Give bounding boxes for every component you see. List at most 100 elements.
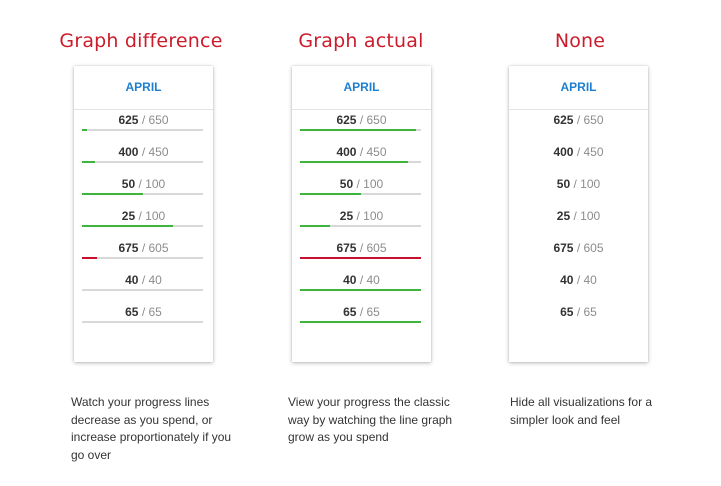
separator: / (356, 145, 367, 159)
progress-fill (82, 129, 87, 131)
budget-amount: 65 (366, 305, 380, 319)
separator: / (573, 273, 584, 287)
separator: / (573, 145, 584, 159)
spent-amount: 65 (343, 305, 357, 319)
budget-row[interactable]: 65 / 65 (509, 278, 648, 319)
budget-amount: 100 (363, 209, 384, 223)
spent-amount: 50 (339, 177, 354, 191)
separator: / (570, 177, 581, 191)
budget-row[interactable]: 400 / 450 (509, 118, 648, 159)
separator: / (138, 241, 149, 255)
budget-row[interactable]: 65 / 65 (292, 278, 431, 323)
budget-amount: 605 (148, 241, 169, 255)
budget-amount: 100 (580, 177, 601, 191)
budget-amounts: 625 / 650 (292, 113, 431, 127)
budget-row[interactable]: 50 / 100 (74, 150, 213, 195)
progress-track (300, 321, 421, 323)
separator: / (573, 305, 584, 319)
budget-amount: 650 (148, 113, 169, 127)
spent-amount: 400 (336, 145, 357, 159)
column-title-graph-actual: Graph actual (298, 30, 424, 52)
spent-amount: 25 (121, 209, 136, 223)
separator: / (135, 209, 146, 223)
budget-amounts: 50 / 100 (292, 177, 431, 191)
spent-amount: 400 (118, 145, 139, 159)
column-title-graph-difference: Graph difference (59, 30, 223, 52)
separator: / (570, 209, 581, 223)
budget-amount: 450 (366, 145, 387, 159)
budget-row[interactable]: 400 / 450 (292, 118, 431, 163)
budget-amount: 65 (148, 305, 162, 319)
budget-row[interactable]: 50 / 100 (292, 150, 431, 195)
progress-fill (82, 257, 97, 259)
budget-row[interactable]: 65 / 65 (74, 278, 213, 323)
budget-amounts: 25 / 100 (292, 209, 431, 223)
budget-row[interactable]: 25 / 100 (292, 182, 431, 227)
budget-card-graph-actual: APRIL 625 / 650 400 / 450 50 / 100 25 / 100… (292, 66, 431, 362)
progress-fill (82, 225, 173, 227)
budget-amount: 450 (148, 145, 169, 159)
spent-amount: 25 (556, 209, 571, 223)
budget-row[interactable]: 675 / 605 (292, 214, 431, 259)
budget-row[interactable]: 40 / 40 (509, 246, 648, 287)
separator: / (138, 145, 149, 159)
separator: / (138, 305, 149, 319)
budget-row[interactable]: 625 / 650 (74, 86, 213, 131)
budget-amount: 450 (583, 145, 604, 159)
budget-amount: 65 (583, 305, 597, 319)
budget-row[interactable]: 25 / 100 (509, 182, 648, 223)
budget-amounts: 50 / 100 (509, 177, 648, 191)
description-none: Hide all visualizations for a simpler lo… (510, 395, 653, 427)
budget-amounts: 65 / 65 (509, 305, 648, 319)
progress-track (82, 257, 203, 259)
budget-amounts: 40 / 40 (292, 273, 431, 287)
budget-amount: 605 (366, 241, 387, 255)
separator: / (573, 113, 584, 127)
column-title-none: None (554, 30, 606, 52)
separator: / (573, 241, 584, 255)
budget-amounts: 675 / 605 (74, 241, 213, 255)
progress-track (300, 289, 421, 291)
progress-track (82, 161, 203, 163)
budget-amounts: 400 / 450 (509, 145, 648, 159)
budget-amounts: 25 / 100 (509, 209, 648, 223)
budget-amount: 40 (366, 273, 380, 287)
spent-amount: 25 (339, 209, 354, 223)
card-header: APRIL (292, 66, 431, 110)
budget-amounts: 400 / 450 (74, 145, 213, 159)
month-label: APRIL (560, 80, 597, 94)
budget-amounts: 625 / 650 (74, 113, 213, 127)
budget-row[interactable]: 625 / 650 (292, 86, 431, 131)
spent-amount: 65 (560, 305, 574, 319)
spent-amount: 40 (125, 273, 139, 287)
spent-amount: 40 (560, 273, 574, 287)
budget-row[interactable]: 625 / 650 (509, 86, 648, 127)
budget-card-none: APRIL 625 / 650 400 / 450 50 / 100 25 / 100… (509, 66, 648, 362)
budget-row[interactable]: 50 / 100 (509, 150, 648, 191)
progress-track (82, 129, 203, 131)
budget-amount: 100 (580, 209, 601, 223)
budget-row[interactable]: 400 / 450 (74, 118, 213, 163)
progress-track (82, 225, 203, 227)
month-label: APRIL (343, 80, 380, 94)
budget-row[interactable]: 40 / 40 (292, 246, 431, 291)
budget-amounts: 65 / 65 (74, 305, 213, 319)
progress-fill (300, 321, 421, 323)
separator: / (353, 177, 364, 191)
separator: / (138, 273, 149, 287)
spent-amount: 40 (343, 273, 357, 287)
budget-row[interactable]: 25 / 100 (74, 182, 213, 227)
budget-amounts: 675 / 605 (509, 241, 648, 255)
progress-track (300, 257, 421, 259)
progress-track (300, 193, 421, 195)
budget-row[interactable]: 40 / 40 (74, 246, 213, 291)
budget-amount: 40 (148, 273, 162, 287)
budget-amounts: 625 / 650 (509, 113, 648, 127)
progress-track (300, 129, 421, 131)
separator: / (356, 113, 367, 127)
progress-track (82, 289, 203, 291)
budget-row[interactable]: 675 / 605 (74, 214, 213, 259)
separator: / (356, 273, 367, 287)
budget-row[interactable]: 675 / 605 (509, 214, 648, 255)
budget-amount: 650 (583, 113, 604, 127)
